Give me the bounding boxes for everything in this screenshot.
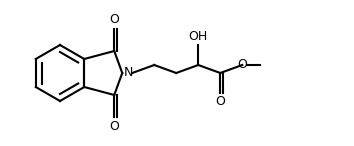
Text: OH: OH: [189, 30, 208, 43]
Text: O: O: [109, 120, 119, 133]
Text: O: O: [237, 59, 247, 72]
Text: O: O: [215, 95, 225, 108]
Text: O: O: [109, 13, 119, 26]
Text: N: N: [124, 66, 133, 80]
